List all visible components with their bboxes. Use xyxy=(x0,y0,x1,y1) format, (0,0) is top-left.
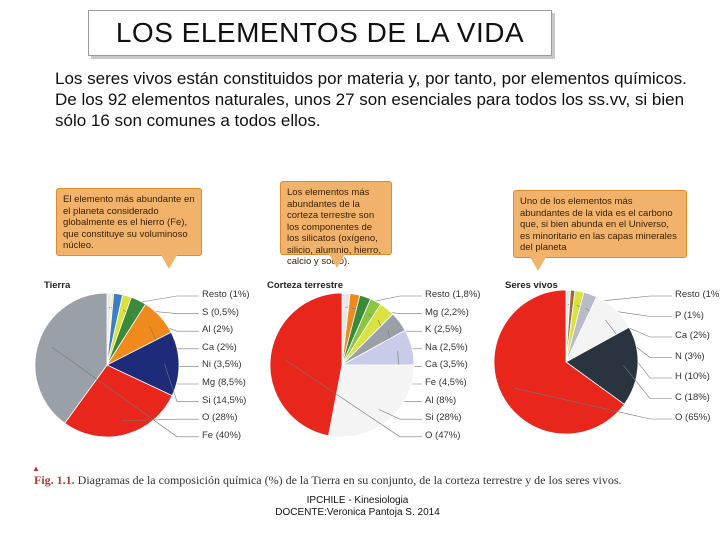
legend-label-seres-vivos-h: H (10%) xyxy=(675,371,710,382)
legend-label-seres-vivos-c: C (18%) xyxy=(675,391,710,403)
caption-text: Diagramas de la composición química (%) … xyxy=(77,473,622,487)
page-title-text: LOS ELEMENTOS DE LA VIDA xyxy=(115,17,525,48)
intro-paragraph-2: De los 92 elementos naturales, unos 27 s… xyxy=(55,90,685,130)
legend-label-tierra-resto: Resto (1%) xyxy=(202,289,250,300)
leader-line-tierra-o xyxy=(121,418,199,422)
footer-teacher: DOCENTE:Veronica Pantoja S. 2014 xyxy=(275,507,440,518)
pie-slice-tierra-fe xyxy=(34,292,108,424)
footer-institution: IPCHILE - Kinesiologia xyxy=(306,495,409,506)
legend-label-seres-vivos-resto: Resto (1%) xyxy=(675,289,720,300)
legend-label-corteza-terrestre-ca: Ca (3,5%) xyxy=(425,359,468,371)
footer: IPCHILE - Kinesiologia DOCENTE:Veronica … xyxy=(250,495,465,519)
pie-slice-seres-vivos-o xyxy=(493,289,625,435)
caption-marker-icon: ▲ xyxy=(32,464,40,473)
legend-label-corteza-terrestre-al: Al (8%) xyxy=(425,394,457,406)
intro-text: Los seres vivos están constituidos por m… xyxy=(55,68,705,131)
figure-number: Fig. 1.1. xyxy=(34,473,75,487)
figure-caption: ▲ Fig. 1.1. Diagramas de la composición … xyxy=(32,464,694,488)
legend-label-corteza-terrestre-na: Na (2,5%) xyxy=(425,341,468,353)
intro-paragraph-1: Los seres vivos están constituidos por m… xyxy=(55,69,687,88)
page-title: LOS ELEMENTOS DE LA VIDA xyxy=(88,10,552,56)
legend-label-tierra-fe: Fe (40%) xyxy=(202,429,242,441)
legend-label-tierra-si: Si (14,5%) xyxy=(202,394,247,406)
leader-line-seres-vivos-o xyxy=(514,387,672,420)
leader-line-corteza-terrestre-o xyxy=(284,359,422,438)
chart-title-tierra: Tierra xyxy=(44,280,71,291)
chart-title-corteza-terrestre: Corteza terrestre xyxy=(267,280,344,291)
legend-label-corteza-terrestre-resto: Resto (1,8%) xyxy=(425,289,481,300)
legend-label-corteza-terrestre-mg: Mg (2,2%) xyxy=(425,306,469,318)
legend-label-tierra-ni: Ni (3,5%) xyxy=(202,359,242,371)
leader-line-corteza-terrestre-si xyxy=(378,409,422,420)
legend-label-tierra-mg: Mg (8,5%) xyxy=(202,377,246,388)
legend-label-corteza-terrestre-fe: Fe (4,5%) xyxy=(425,377,467,388)
legend-label-tierra-al: Al (2%) xyxy=(202,324,234,336)
pie-slice-corteza-terrestre-si xyxy=(328,364,415,438)
legend-label-tierra-s: S (0,5%) xyxy=(202,306,239,318)
legend-label-corteza-terrestre-si: Si (28%) xyxy=(425,412,462,424)
legend-label-seres-vivos-ca: Ca (2%) xyxy=(675,330,710,341)
pie-slice-tierra-o xyxy=(64,364,173,438)
chart-title-seres-vivos: Seres vivos xyxy=(505,280,558,291)
legend-label-tierra-ca: Ca (2%) xyxy=(202,341,237,353)
legend-label-seres-vivos-n: N (3%) xyxy=(675,350,705,362)
leader-line-tierra-fe xyxy=(52,346,199,438)
legend-label-corteza-terrestre-o: O (47%) xyxy=(425,429,461,441)
legend-label-corteza-terrestre-k: K (2,5%) xyxy=(425,324,462,336)
legend-label-seres-vivos-p: P (1%) xyxy=(675,309,704,321)
callout-tierra: El elemento más abundante en el planeta … xyxy=(56,188,202,269)
leader-line-tierra-si xyxy=(164,364,199,402)
pie-slice-seres-vivos-c xyxy=(565,326,639,405)
leader-line-seres-vivos-c xyxy=(623,365,672,399)
callout-corteza: Los elementos más abundantes de la corte… xyxy=(280,181,392,268)
callout-seres-vivos: Uno de los elementos más abundantes de l… xyxy=(513,190,687,271)
pie-slice-tierra-si xyxy=(106,331,180,397)
pie-slice-corteza-terrestre-o xyxy=(269,292,343,437)
legend-label-tierra-o: O (28%) xyxy=(202,412,238,424)
legend-label-seres-vivos-o: O (65%) xyxy=(675,412,711,423)
